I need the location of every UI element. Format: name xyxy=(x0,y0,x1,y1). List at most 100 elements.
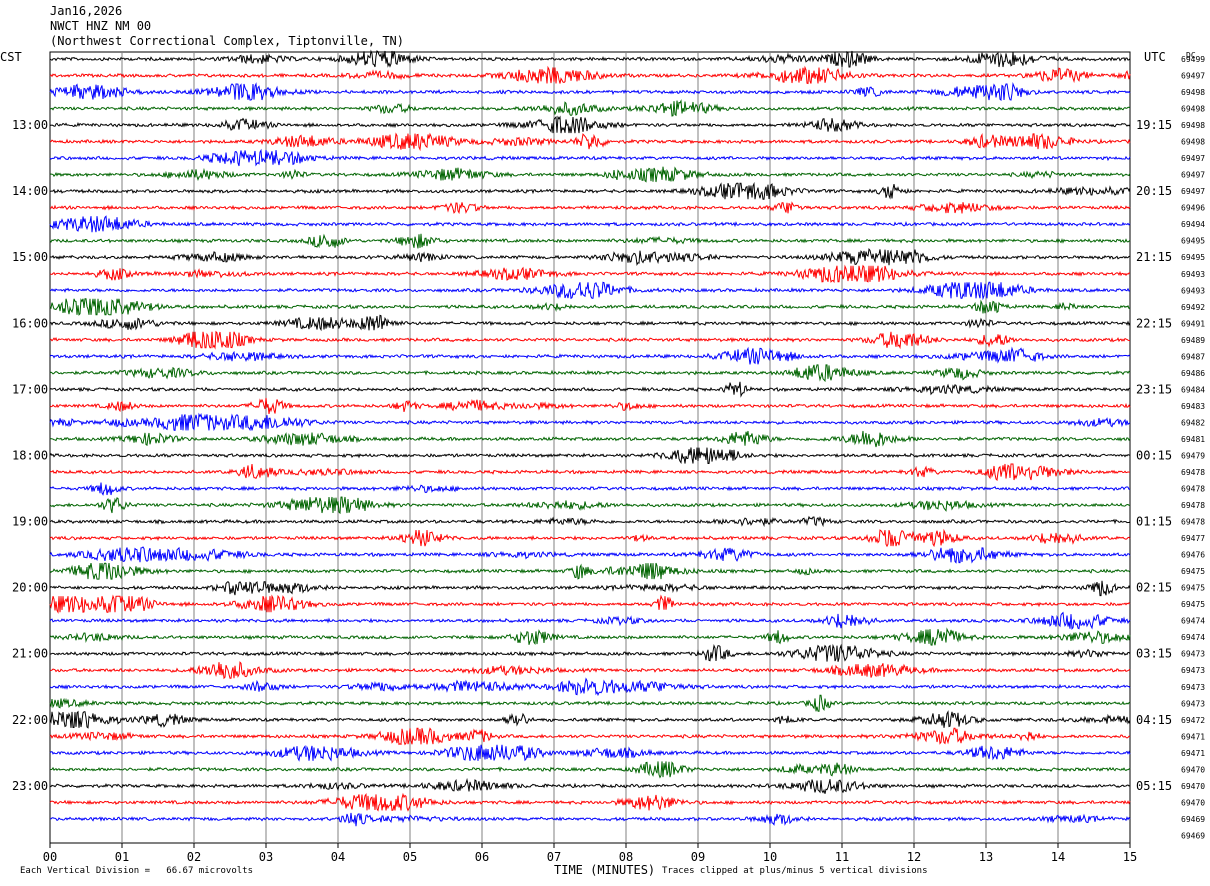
right-hour-label: 02:15 xyxy=(1136,581,1172,595)
dc-offset-label: 69495 xyxy=(1181,253,1205,262)
chart-date: Jan16,2026 xyxy=(50,4,123,18)
seismic-trace xyxy=(49,463,1130,482)
seismic-trace xyxy=(49,148,1131,167)
x-tick-label: 02 xyxy=(187,850,201,864)
left-timezone-label: CST xyxy=(0,50,22,64)
seismic-trace xyxy=(49,661,1131,680)
left-hour-label: 22:00 xyxy=(12,713,48,727)
x-tick-label: 12 xyxy=(907,850,921,864)
seismic-trace xyxy=(49,381,1131,398)
right-hour-label: 23:15 xyxy=(1136,382,1172,396)
left-hour-label: 13:00 xyxy=(12,118,48,132)
dc-offset-label: 69473 xyxy=(1181,699,1205,708)
seismic-trace xyxy=(49,298,1131,316)
dc-offset-label: 69486 xyxy=(1181,369,1205,378)
seismic-trace xyxy=(49,82,1131,101)
seismic-trace xyxy=(49,397,1131,414)
seismic-trace xyxy=(49,248,1131,267)
dc-offset-label: 69475 xyxy=(1181,567,1205,576)
dc-offset-label: 69478 xyxy=(1181,518,1205,527)
dc-offset-label: 69497 xyxy=(1181,154,1205,163)
seismic-trace xyxy=(50,181,1131,200)
dc-offset-label: 69475 xyxy=(1181,600,1205,609)
seismic-trace xyxy=(49,233,1131,249)
seismic-trace xyxy=(49,264,1131,284)
left-hour-label: 16:00 xyxy=(12,316,48,330)
seismic-trace xyxy=(49,364,1131,383)
dc-label: DC xyxy=(1186,51,1196,60)
seismic-trace xyxy=(49,281,1131,301)
dc-offset-label: 69469 xyxy=(1181,831,1205,840)
dc-offset-label: 69491 xyxy=(1181,319,1205,328)
x-tick-label: 00 xyxy=(43,850,57,864)
x-tick-label: 11 xyxy=(835,850,849,864)
x-tick-label: 06 xyxy=(475,850,489,864)
seismic-trace xyxy=(49,65,1131,85)
seismic-trace xyxy=(49,727,1131,746)
seismic-trace xyxy=(49,611,1131,630)
dc-offset-label: 69498 xyxy=(1181,105,1205,114)
dc-offset-label: 69474 xyxy=(1181,633,1205,642)
seismic-trace xyxy=(49,515,1131,528)
right-hour-label: 04:15 xyxy=(1136,713,1172,727)
dc-offset-label: 69473 xyxy=(1181,666,1205,675)
seismic-trace xyxy=(49,412,1131,432)
dc-offset-label: 69497 xyxy=(1181,187,1205,196)
seismic-trace xyxy=(49,482,1131,496)
x-tick-label: 14 xyxy=(1051,850,1065,864)
x-tick-label: 03 xyxy=(259,850,273,864)
dc-offset-label: 69494 xyxy=(1181,220,1205,229)
dc-offset-label: 69483 xyxy=(1181,402,1205,411)
plot-frame xyxy=(49,51,1131,844)
seismic-trace xyxy=(49,710,1131,729)
right-hour-label: 19:15 xyxy=(1136,118,1172,132)
dc-offset-label: 69469 xyxy=(1181,815,1205,824)
seismic-trace xyxy=(49,201,1131,215)
seismic-trace xyxy=(49,346,1131,365)
dc-offset-label: 69472 xyxy=(1181,716,1205,725)
x-tick-label: 04 xyxy=(331,850,345,864)
dc-offset-label: 69493 xyxy=(1181,270,1205,279)
seismic-trace xyxy=(49,562,1131,580)
dc-offset-label: 69478 xyxy=(1181,468,1205,477)
seismic-trace xyxy=(49,761,1131,779)
dc-offset-label: 69471 xyxy=(1181,732,1205,741)
dc-offset-label: 69487 xyxy=(1181,352,1205,361)
seismic-trace xyxy=(49,314,1131,332)
seismic-trace xyxy=(50,132,1131,152)
dc-offset-label: 69470 xyxy=(1181,765,1205,774)
seismic-trace xyxy=(50,812,1131,827)
dc-offset-label: 69497 xyxy=(1181,72,1205,81)
seismic-trace xyxy=(49,447,1131,465)
dc-offset-label: 69489 xyxy=(1181,336,1205,345)
seismic-trace xyxy=(49,777,1131,794)
dc-offset-label: 69478 xyxy=(1181,485,1205,494)
seismic-trace xyxy=(49,330,1131,350)
right-hour-label: 21:15 xyxy=(1136,250,1172,264)
left-hour-label: 18:00 xyxy=(12,448,48,462)
seismic-trace xyxy=(49,580,1131,597)
x-tick-label: 09 xyxy=(691,850,705,864)
left-hour-label: 14:00 xyxy=(12,184,48,198)
right-hour-label: 03:15 xyxy=(1136,647,1172,661)
right-hour-label: 20:15 xyxy=(1136,184,1172,198)
dc-offset-label: 69481 xyxy=(1181,435,1205,444)
seismic-trace xyxy=(49,166,1131,183)
chart-station: NWCT HNZ NM 00 xyxy=(50,19,152,33)
seismic-trace xyxy=(49,792,1131,812)
dc-offset-label: 69474 xyxy=(1181,617,1205,626)
seismic-trace xyxy=(49,215,1131,233)
dc-offset-label: 69475 xyxy=(1181,584,1205,593)
x-tick-label: 08 xyxy=(619,850,633,864)
chart-location: (Northwest Correctional Complex, Tiptonv… xyxy=(50,34,405,48)
dc-offset-label: 69496 xyxy=(1181,204,1205,213)
dc-offset-label: 69477 xyxy=(1181,534,1205,543)
left-hour-label: 15:00 xyxy=(12,250,48,264)
x-axis-title: TIME (MINUTES) xyxy=(554,863,656,877)
x-tick-label: 01 xyxy=(115,850,129,864)
dc-offset-label: 69498 xyxy=(1181,88,1205,97)
dc-offset-label: 69473 xyxy=(1181,683,1205,692)
left-hour-label: 20:00 xyxy=(12,581,48,595)
seismic-trace xyxy=(49,430,1131,448)
